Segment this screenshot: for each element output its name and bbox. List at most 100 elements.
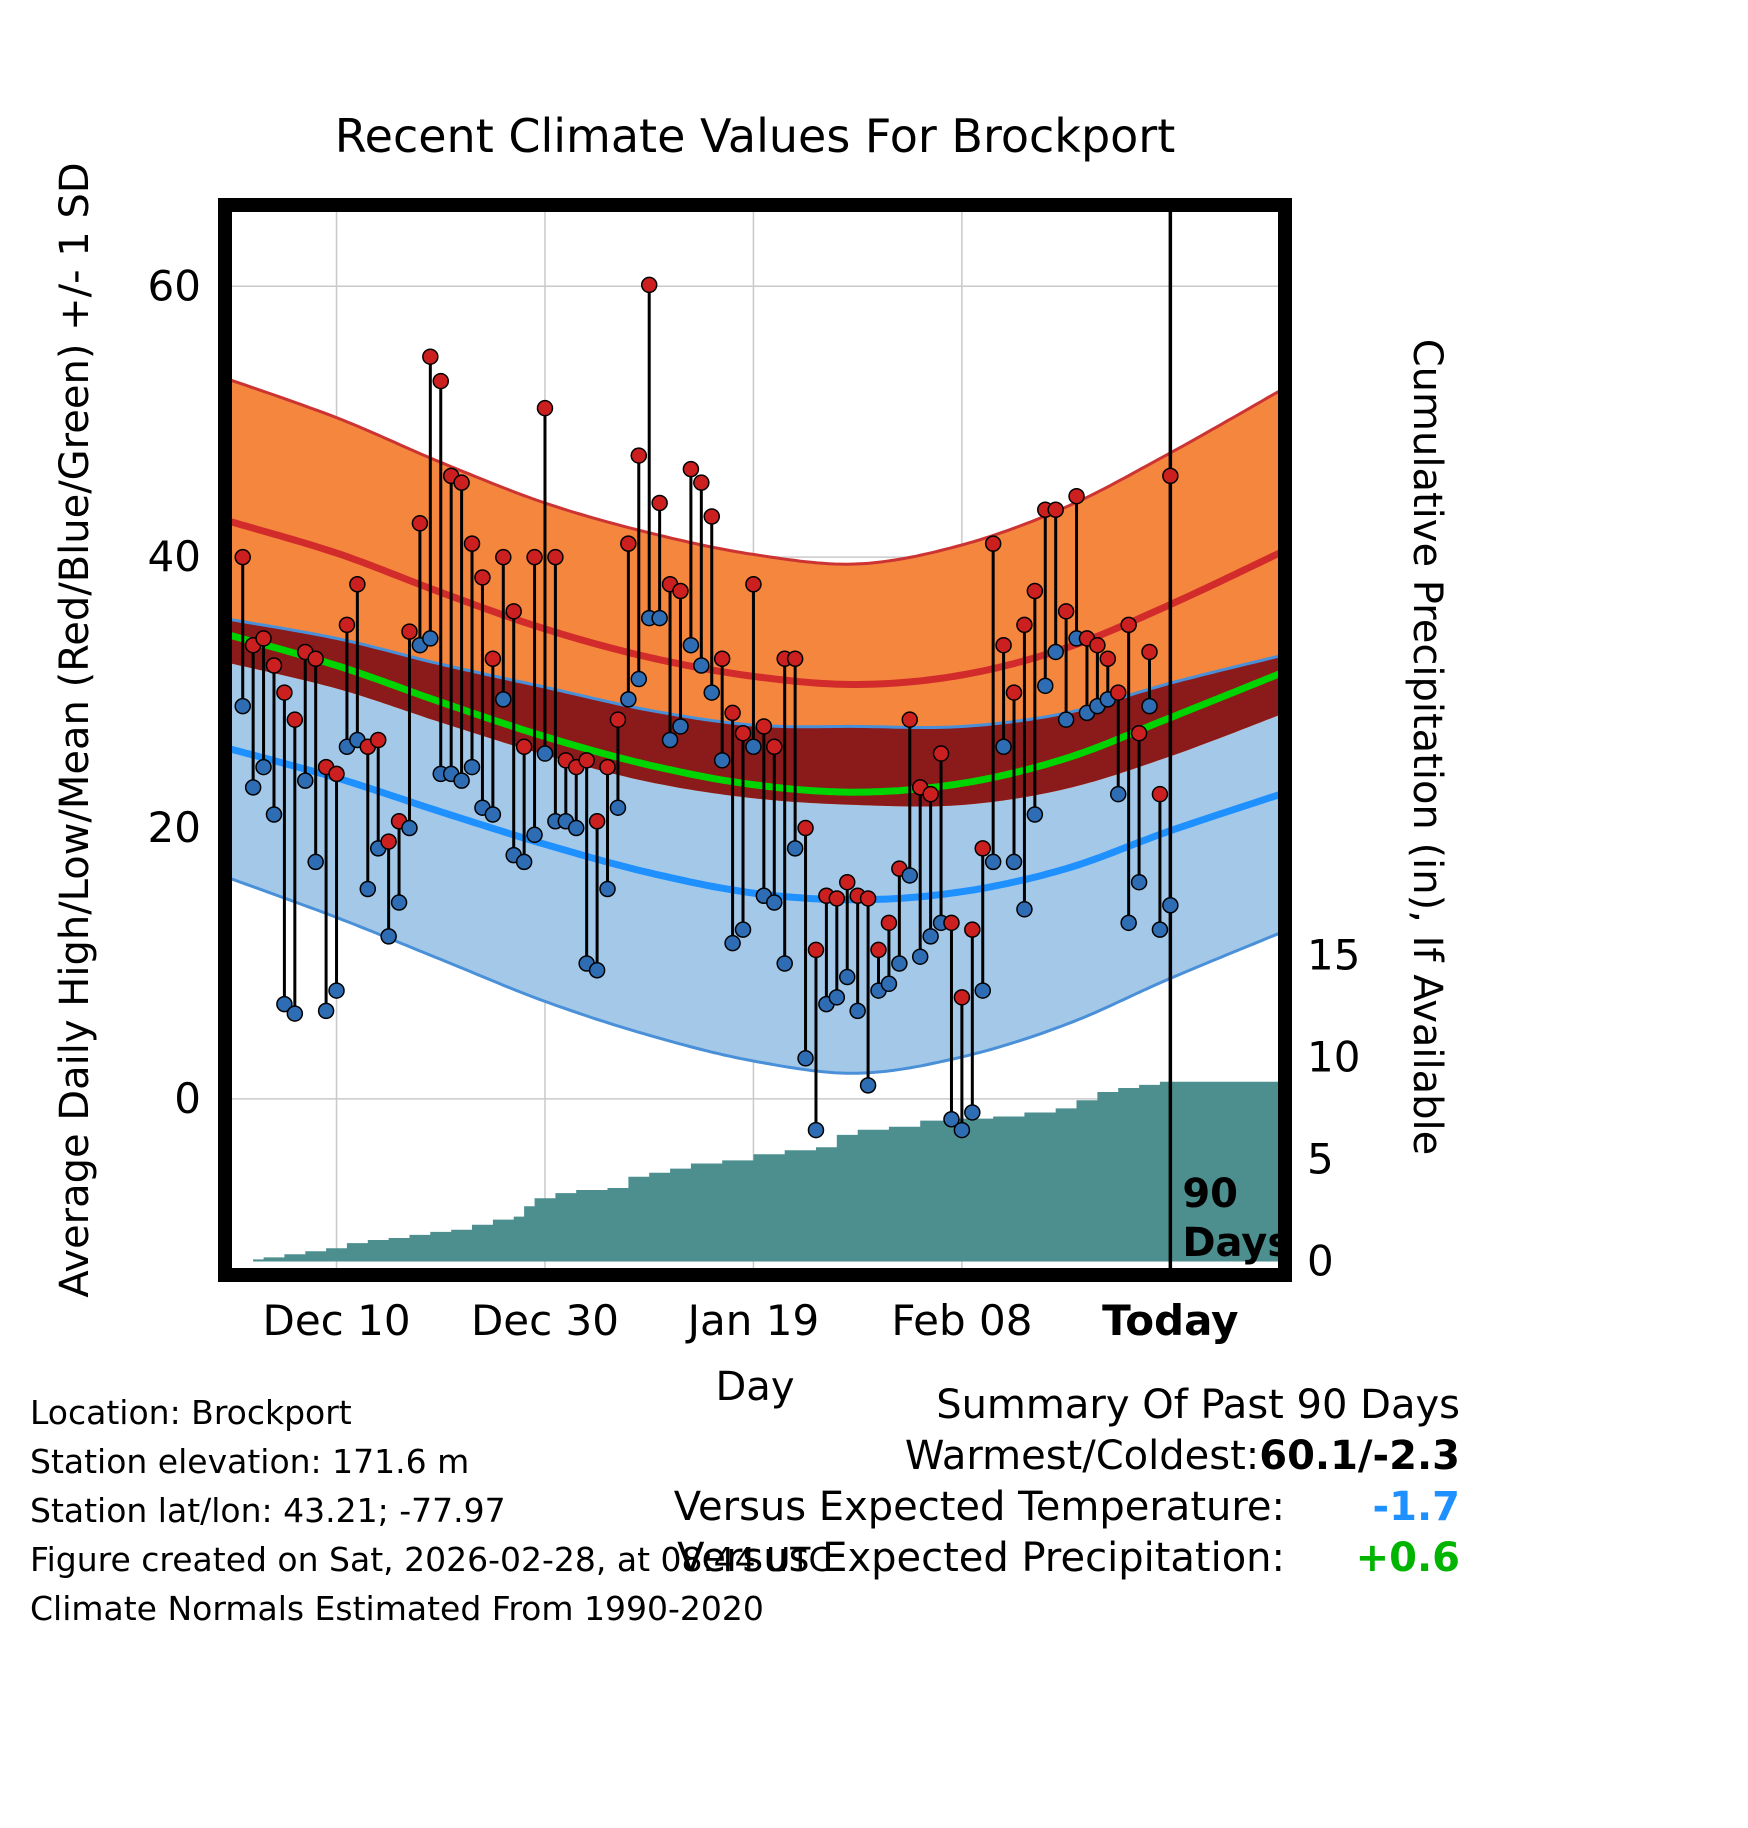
tick-labels: 0 20 40 60 0 5 10 15 Dec 10 Dec 30 Jan 19 Feb 08 Tod… — [148, 261, 1361, 1345]
daily-high-dot — [943, 914, 960, 932]
daily-low-dot — [1120, 914, 1137, 932]
daily-high-dot — [338, 616, 356, 634]
daily-low-dot — [453, 772, 470, 789]
daily-high-dot — [797, 819, 814, 837]
daily-high-dot — [536, 399, 554, 417]
daily-high-dot — [578, 752, 595, 769]
daily-high-dot — [640, 276, 658, 294]
daily-high-dot — [1151, 785, 1169, 803]
daily-low-dot — [786, 840, 804, 857]
daily-low-dot — [953, 1121, 971, 1139]
daily-high-dot — [484, 650, 502, 667]
daily-high-dot — [1057, 603, 1075, 620]
daily-low-dot — [849, 1002, 866, 1020]
station-info-block: Location: Brockport Station elevation: 1… — [30, 1388, 832, 1633]
daily-low-dot — [672, 718, 689, 735]
daily-low-dot — [995, 738, 1012, 756]
summary-panel: Summary Of Past 90 Days Warmest/Coldest:… — [674, 1380, 1460, 1584]
daily-low-dot — [317, 1002, 335, 1020]
daily-low-dot — [745, 738, 762, 756]
right-tick-label: 0 — [1307, 1236, 1334, 1285]
daily-low-dot — [380, 928, 397, 945]
right-axis-label: Cumulative Precipitation (in), If Availa… — [1404, 339, 1450, 1156]
daily-low-dot — [828, 989, 846, 1006]
daily-high-dot — [380, 833, 397, 850]
daily-high-dot — [651, 494, 668, 512]
daily-high-dot — [1068, 487, 1085, 505]
daily-high-dot — [953, 989, 971, 1006]
daily-high-dot — [1162, 467, 1179, 485]
daily-low-dot — [359, 880, 377, 898]
daily-low-dot — [526, 826, 543, 844]
daily-high-dot — [870, 941, 887, 959]
daily-high-dot — [463, 535, 481, 552]
summary-label: Warmest/Coldest: — [904, 1433, 1260, 1479]
x-tick-label: Dec 30 — [471, 1296, 619, 1345]
daily-high-dot — [901, 711, 919, 728]
daily-low-dot — [1037, 677, 1054, 695]
daily-high-dot — [1120, 616, 1137, 634]
daily-high-dot — [766, 738, 783, 756]
daily-high-dot — [859, 890, 877, 907]
daily-low-dot — [943, 1110, 960, 1128]
daily-high-dot — [713, 650, 731, 667]
plot-frame — [218, 198, 1292, 1282]
daily-high-dot — [255, 630, 272, 647]
daily-low-dot — [922, 928, 939, 945]
daily-high-dot — [932, 745, 950, 762]
daily-high-dot — [984, 535, 1002, 552]
daily-low-dot — [463, 758, 481, 776]
daily-low-dot — [244, 779, 262, 796]
daily-high-dot — [307, 650, 324, 667]
daily-high-dot — [703, 508, 720, 525]
daily-low-dot — [766, 894, 783, 911]
daily-high-dot — [964, 921, 981, 938]
daily-high-dot — [682, 460, 700, 478]
daily-high-dot — [734, 724, 752, 742]
daily-low-dot — [265, 806, 283, 823]
daily-high-dot — [369, 731, 387, 749]
left-tick-label: 40 — [148, 532, 201, 581]
daily-high-dot — [745, 575, 762, 593]
daily-low-dot — [734, 921, 752, 938]
left-tick-label: 20 — [148, 803, 201, 852]
daily-low-dot — [495, 691, 512, 708]
left-tick-label: 60 — [148, 261, 201, 310]
daily-low-dot — [693, 657, 710, 674]
figure-created-timestamp: Figure created on Sat, 2026-02-28, at 08… — [30, 1540, 832, 1579]
daily-low-dot — [588, 962, 606, 979]
summary-row-vs-precipitation: Versus Expected Precipitation: +0.6 — [674, 1533, 1460, 1584]
daily-low-dot — [1026, 806, 1044, 823]
daily-low-dot — [724, 934, 741, 952]
x-tick-label: Dec 10 — [262, 1296, 410, 1345]
summary-value: +0.6 — [1355, 1535, 1460, 1581]
daily-high-dot — [1047, 501, 1064, 518]
avg-low-line — [225, 743, 1285, 904]
summary-value: 60.1/-2.3 — [1259, 1433, 1460, 1479]
ninety-days-label: Days — [1182, 1220, 1291, 1266]
daily-high-dot — [432, 372, 450, 390]
daily-low-dot — [1151, 921, 1169, 938]
daily-observations — [234, 276, 1179, 1139]
daily-high-dot — [411, 515, 429, 532]
daily-low-dot — [651, 609, 668, 627]
daily-high-dot — [286, 711, 304, 728]
daily-high-dot — [922, 785, 939, 803]
daily-high-dot — [724, 704, 741, 722]
daily-high-dot — [328, 765, 345, 783]
daily-high-dot — [807, 941, 825, 959]
daily-high-dot — [755, 718, 773, 735]
daily-high-dot — [547, 548, 564, 566]
x-tick-label: Today — [1102, 1296, 1238, 1345]
daily-high-dot — [1016, 616, 1033, 634]
daily-high-dot — [672, 582, 689, 600]
daily-low-dot — [390, 894, 408, 911]
daily-low-dot — [630, 670, 648, 688]
daily-low-dot — [1162, 896, 1179, 914]
daily-high-dot — [265, 657, 283, 674]
daily-low-dot — [964, 1104, 981, 1121]
